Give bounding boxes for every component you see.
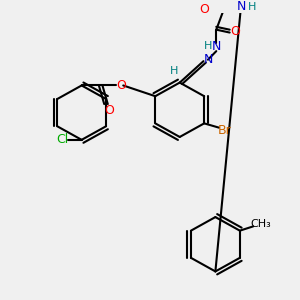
Text: O: O [116, 79, 126, 92]
Text: H: H [169, 66, 178, 76]
Text: N: N [236, 0, 246, 13]
Text: O: O [104, 104, 114, 117]
Text: Cl: Cl [56, 133, 68, 146]
Text: O: O [199, 3, 209, 16]
Text: Br: Br [218, 124, 232, 137]
Text: H: H [204, 41, 212, 51]
Text: H: H [248, 2, 256, 12]
Text: N: N [212, 40, 221, 53]
Text: CH₃: CH₃ [250, 218, 271, 229]
Text: N: N [203, 53, 213, 66]
Text: O: O [231, 25, 241, 38]
